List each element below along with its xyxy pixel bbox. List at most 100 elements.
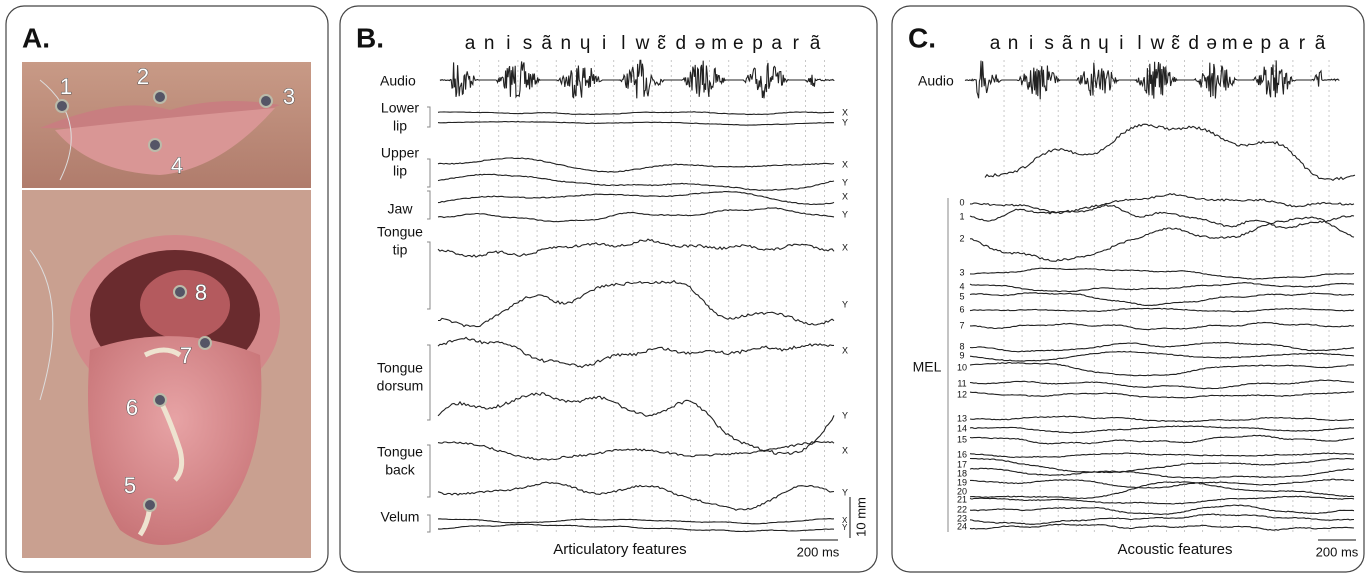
- sensor: [148, 138, 162, 152]
- track-trace: [437, 238, 835, 258]
- mel-bin-label: 7: [959, 320, 964, 330]
- mel-bin-label: 18: [957, 468, 967, 478]
- track-trace: [437, 391, 835, 456]
- mel-trace: [969, 452, 1355, 459]
- photo: [22, 62, 311, 558]
- track-bracket: [427, 514, 431, 533]
- track-label: back: [385, 462, 416, 478]
- mel-bin-label: 8: [959, 341, 964, 351]
- marker-number: 1: [60, 74, 72, 99]
- track-trace: [437, 207, 835, 223]
- track-trace: [437, 173, 835, 191]
- mel-bin-label: 13: [957, 413, 967, 423]
- marker-number: 6: [126, 395, 138, 420]
- mel-trace: [969, 425, 1355, 434]
- phoneme: ə: [695, 33, 706, 54]
- track-label: lip: [393, 163, 407, 179]
- mel-bin-label: 14: [957, 423, 967, 433]
- phoneme: i: [506, 33, 510, 54]
- sensor: [173, 285, 187, 299]
- phoneme: ɛ̃: [1171, 33, 1180, 54]
- mel-trace: [969, 513, 1355, 525]
- mel-trace: [969, 504, 1355, 515]
- mel-bin-label: 22: [957, 504, 967, 514]
- track-label: Upper: [381, 145, 419, 161]
- mel-bin-label: 4: [959, 281, 964, 291]
- audio-label: Audio: [918, 73, 954, 89]
- mel-bin-label: 17: [957, 459, 967, 469]
- scale-label-y: 10 mm: [853, 497, 868, 537]
- phoneme: i: [1029, 33, 1033, 54]
- mel-trace: [970, 216, 1355, 262]
- track-trace: [437, 111, 835, 116]
- mel-bin-label: 10: [957, 362, 967, 372]
- marker-number: 7: [180, 343, 192, 368]
- track-bracket: [427, 444, 431, 498]
- axis-letter: X: [842, 345, 848, 355]
- mel-bin-label: 6: [959, 304, 964, 314]
- phoneme: l: [621, 33, 625, 54]
- sensor: [259, 94, 273, 108]
- track-trace: [437, 440, 835, 461]
- phoneme: ã: [1062, 33, 1073, 54]
- mel-bin-label: 23: [957, 513, 967, 523]
- phoneme: n: [484, 33, 495, 54]
- track-trace: [437, 523, 835, 533]
- panel-label: B.: [356, 22, 384, 53]
- marker-number: 3: [283, 84, 295, 109]
- phoneme: ã: [1315, 33, 1326, 54]
- phoneme: ɥ: [1098, 33, 1109, 54]
- phoneme: w: [635, 33, 650, 54]
- axis-letter: X: [842, 445, 848, 455]
- audio-waveform: [964, 60, 1340, 100]
- phoneme: w: [1150, 33, 1165, 54]
- phoneme: i: [1119, 33, 1123, 54]
- track-label: Jaw: [388, 201, 414, 217]
- mel-label: MEL: [913, 359, 942, 375]
- track-label: tip: [393, 242, 408, 258]
- phoneme: p: [752, 33, 763, 54]
- audio-waveform: [439, 59, 835, 99]
- mel-bin-label: 20: [957, 486, 967, 496]
- track-label: lip: [393, 118, 407, 134]
- marker-number: 2: [137, 64, 149, 89]
- mel-trace: [970, 321, 1355, 331]
- phoneme: n: [1008, 33, 1019, 54]
- phoneme: a: [771, 33, 782, 54]
- phoneme: ã: [541, 33, 552, 54]
- phoneme: r: [793, 33, 800, 54]
- mel-trace: [970, 478, 1355, 489]
- track-bracket: [427, 158, 431, 188]
- caption: Acoustic features: [1117, 541, 1232, 558]
- phoneme: e: [1242, 33, 1253, 54]
- phoneme: n: [1080, 33, 1091, 54]
- axis-letter: Y: [842, 410, 848, 420]
- mel-trace: [969, 434, 1355, 445]
- mel-trace: [969, 495, 1355, 505]
- mel-bin-label: 1: [959, 211, 964, 221]
- axis-letter: X: [842, 159, 848, 169]
- mel-bin-label: 5: [959, 291, 964, 301]
- mel-trace: [969, 341, 1355, 353]
- track-bracket: [427, 106, 431, 128]
- mel-bin-label: 15: [957, 434, 967, 444]
- track-trace: [437, 190, 835, 206]
- track-label: Velum: [381, 509, 420, 525]
- mel-trace: [969, 361, 1354, 377]
- mel-trace: [969, 282, 1355, 293]
- axis-letter: Y: [842, 487, 848, 497]
- sensor: [55, 99, 69, 113]
- marker-number: 5: [124, 473, 136, 498]
- mel-trace: [969, 415, 1355, 423]
- phoneme: a: [990, 33, 1001, 54]
- phoneme: r: [1299, 33, 1306, 54]
- mel-bin-label: 0: [959, 197, 964, 207]
- track-trace: [437, 157, 835, 173]
- mel-bin-label: 9: [959, 350, 964, 360]
- mel-bin-label: 24: [957, 521, 967, 531]
- mel-trace: [969, 523, 1355, 531]
- marker-number: 4: [171, 153, 183, 178]
- phoneme: a: [465, 33, 476, 54]
- sensor: [143, 498, 157, 512]
- phoneme: ɥ: [580, 33, 591, 54]
